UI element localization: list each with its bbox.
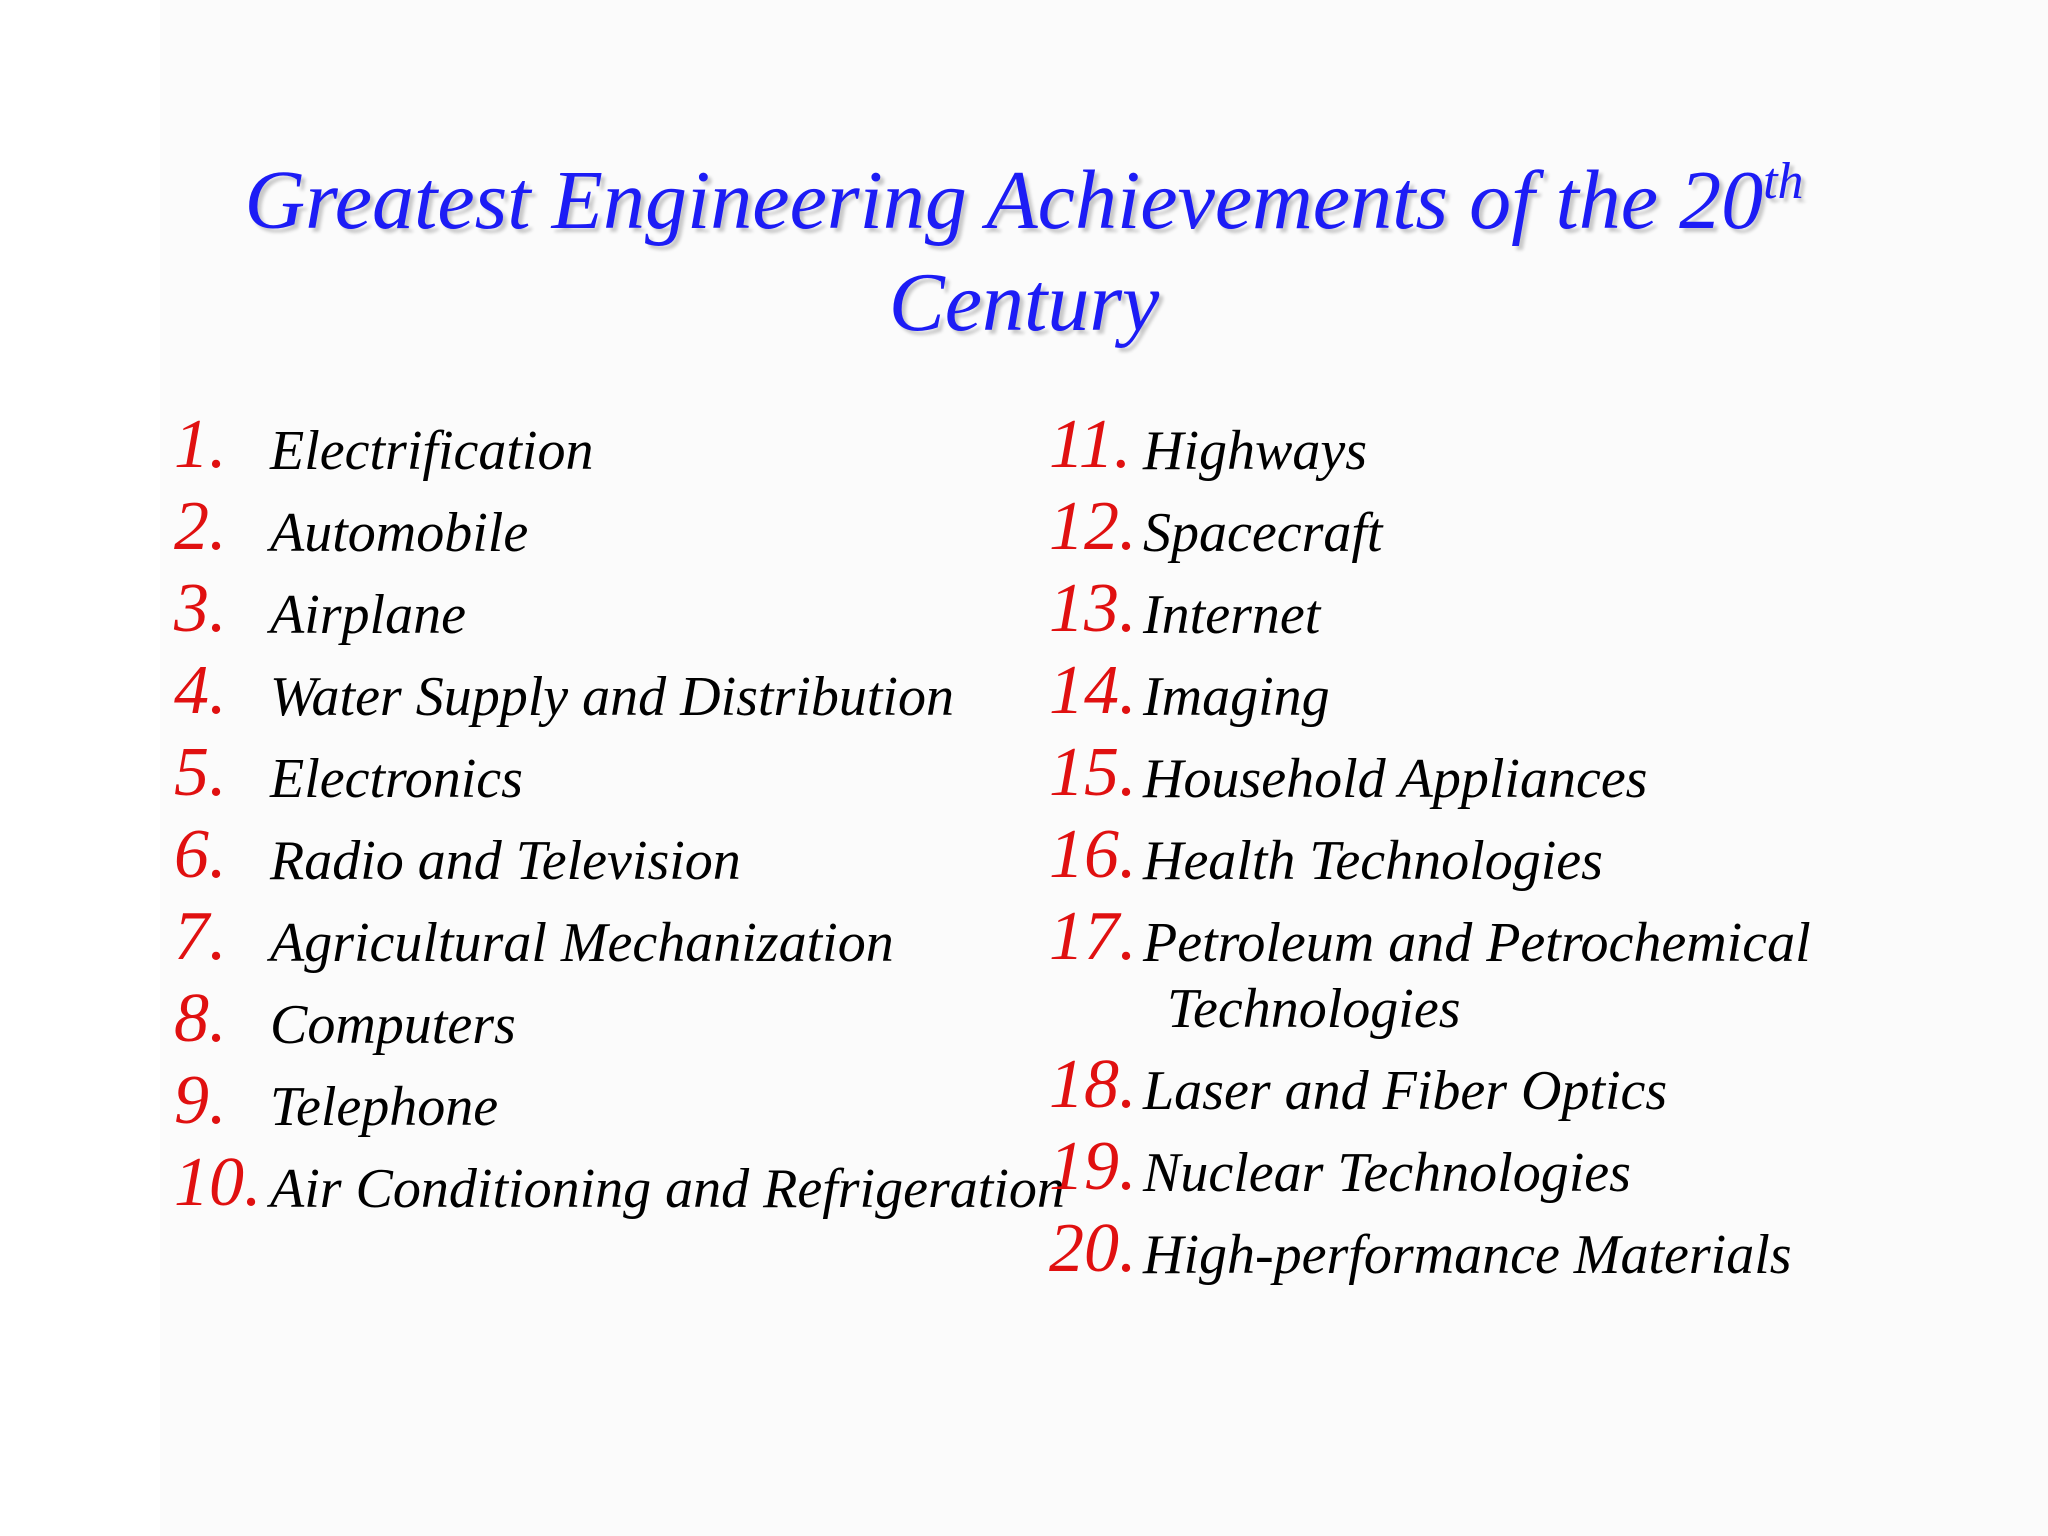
list-item: 4. Water Supply and Distribution	[174, 656, 1074, 746]
item-number: 14.	[1049, 652, 1137, 729]
item-label: Spacecraft	[1143, 502, 1383, 564]
list-item: 2. Automobile	[174, 492, 1074, 582]
list-item: 3. Airplane	[174, 574, 1074, 664]
item-label: Laser and Fiber Optics	[1143, 1060, 1668, 1122]
item-label: Household Appliances	[1143, 748, 1648, 810]
item-number: 18.	[1049, 1046, 1137, 1123]
item-number: 4.	[174, 652, 227, 729]
list-item: 8. Computers	[174, 984, 1074, 1074]
list-item: 19. Nuclear Technologies	[1049, 1132, 1849, 1222]
list-column: 1. Electrification 2. Automobile 3. Airplane 4…	[174, 410, 1074, 1238]
item-number: 8.	[174, 980, 227, 1057]
list-item: 13. Internet	[1049, 574, 1849, 664]
item-label: Airplane	[270, 584, 466, 646]
item-label: Computers	[270, 994, 516, 1056]
item-number: 2.	[174, 488, 227, 565]
item-label: Electrification	[270, 420, 594, 482]
slide-title: Greatest Engineering Achievements of the…	[0, 150, 2048, 354]
item-number: 11.	[1049, 406, 1132, 483]
item-label: Radio and Television	[270, 830, 741, 892]
item-number: 6.	[174, 816, 227, 893]
title-superscript: th	[1763, 153, 1804, 210]
list-item: 7. Agricultural Mechanization	[174, 902, 1074, 992]
item-number: 20.	[1049, 1210, 1137, 1287]
list-item: 11. Highways	[1049, 410, 1849, 500]
item-label: Petroleum and Petrochemical Technologies	[1143, 912, 1811, 1040]
list-item: 10. Air Conditioning and Refrigeration	[174, 1148, 1074, 1238]
item-label: Internet	[1143, 584, 1321, 646]
item-number: 12.	[1049, 488, 1137, 565]
list-item: 16. Health Technologies	[1049, 820, 1849, 910]
item-number: 10.	[174, 1144, 262, 1221]
item-number: 17.	[1049, 898, 1137, 975]
list-item: 12. Spacecraft	[1049, 492, 1849, 582]
list-item: 18. Laser and Fiber Optics	[1049, 1050, 1849, 1140]
item-number: 9.	[174, 1062, 227, 1139]
list-item: 6. Radio and Television	[174, 820, 1074, 910]
list-item: 1. Electrification	[174, 410, 1074, 500]
title-text: Greatest Engineering Achievements of the…	[244, 154, 1764, 247]
item-number: 16.	[1049, 816, 1137, 893]
item-number: 15.	[1049, 734, 1137, 811]
title-text: Century	[888, 256, 1160, 349]
list-item: 5. Electronics	[174, 738, 1074, 828]
item-label: Automobile	[270, 502, 529, 564]
item-number: 7.	[174, 898, 227, 975]
item-label: Water Supply and Distribution	[270, 666, 954, 728]
item-label: Electronics	[270, 748, 523, 810]
list-item: 15. Household Appliances	[1049, 738, 1849, 828]
item-label: Imaging	[1143, 666, 1330, 728]
item-label: High-performance Materials	[1143, 1224, 1792, 1286]
list-item: 20. High-performance Materials	[1049, 1214, 1849, 1304]
list-column: 11. Highways 12. Spacecraft 13. Internet 14. Im…	[1049, 410, 1849, 1304]
item-label: Highways	[1143, 420, 1367, 482]
item-label: Agricultural Mechanization	[270, 912, 894, 974]
item-number: 5.	[174, 734, 227, 811]
item-number: 3.	[174, 570, 227, 647]
item-number: 13.	[1049, 570, 1137, 647]
item-label: Health Technologies	[1143, 830, 1603, 892]
item-label: Nuclear Technologies	[1143, 1142, 1631, 1204]
item-label: Air Conditioning and Refrigeration	[270, 1158, 1065, 1220]
list-item: 14. Imaging	[1049, 656, 1849, 746]
item-label: Telephone	[270, 1076, 499, 1138]
item-number: 1.	[174, 406, 227, 483]
list-item: 17. Petroleum and Petrochemical Technolog…	[1049, 902, 1849, 1058]
list-item: 9. Telephone	[174, 1066, 1074, 1156]
item-number: 19.	[1049, 1128, 1137, 1205]
